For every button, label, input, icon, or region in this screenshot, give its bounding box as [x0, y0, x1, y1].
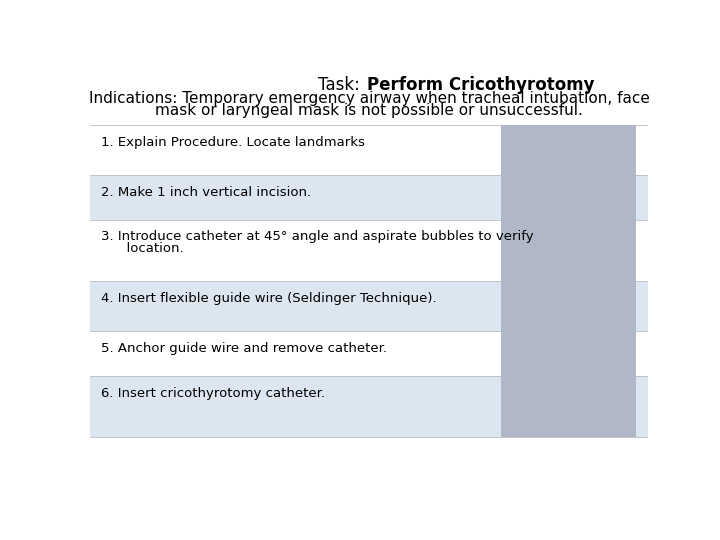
Bar: [500, 175, 636, 247]
Text: 1. Explain Procedure. Locate landmarks: 1. Explain Procedure. Locate landmarks: [101, 136, 365, 148]
Bar: [500, 125, 636, 195]
Text: mask or laryngeal mask is not possible or unsuccessful.: mask or laryngeal mask is not possible o…: [155, 103, 583, 118]
Bar: [500, 376, 636, 437]
Text: Task:: Task:: [318, 76, 365, 94]
Text: 4. Insert flexible guide wire (Seldinger Technique).: 4. Insert flexible guide wire (Seldinger…: [101, 292, 436, 305]
Text: 6. Insert cricothyrotomy catheter.: 6. Insert cricothyrotomy catheter.: [101, 387, 325, 400]
Text: 5. Anchor guide wire and remove catheter.: 5. Anchor guide wire and remove catheter…: [101, 342, 387, 355]
Text: 2. Make 1 inch vertical incision.: 2. Make 1 inch vertical incision.: [101, 186, 311, 199]
Bar: [90, 376, 648, 437]
Text: location.: location.: [101, 242, 184, 255]
Text: 3. Introduce catheter at 45° angle and aspirate bubbles to verify: 3. Introduce catheter at 45° angle and a…: [101, 231, 534, 244]
Bar: [90, 175, 648, 220]
Text: Indications: Temporary emergency airway when tracheal intubation, face: Indications: Temporary emergency airway …: [89, 91, 649, 106]
Text: Perform Cricothyrotomy: Perform Cricothyrotomy: [366, 76, 594, 94]
Bar: [500, 281, 636, 352]
Bar: [500, 220, 636, 303]
Bar: [500, 331, 636, 403]
Bar: [90, 281, 648, 331]
